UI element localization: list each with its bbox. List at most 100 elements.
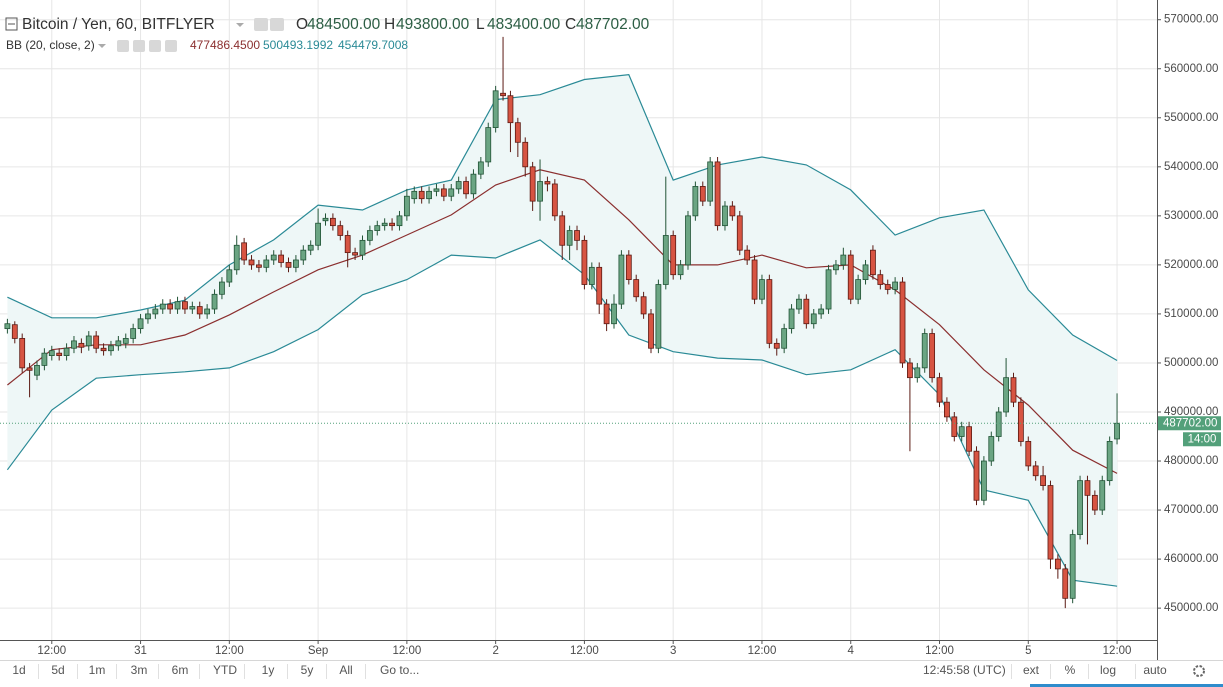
y-tick-label: 570000.00 xyxy=(1164,14,1218,26)
clock: 12:45:58 (UTC) xyxy=(923,663,1006,677)
candle-body xyxy=(833,264,839,271)
candle-body xyxy=(256,264,262,268)
candle-body xyxy=(640,296,647,315)
range-button[interactable]: 5d xyxy=(51,663,64,677)
ohlc-key: O xyxy=(296,16,308,33)
eye-button[interactable] xyxy=(270,18,284,31)
candle-body xyxy=(130,328,137,339)
range-button[interactable]: All xyxy=(339,663,352,677)
indicator-eye[interactable] xyxy=(117,40,129,52)
ohlc-value: 487702.00 xyxy=(576,16,650,33)
candle-body xyxy=(381,222,388,227)
option-button[interactable]: % xyxy=(1065,663,1076,677)
candle-body xyxy=(344,235,351,254)
candle-body xyxy=(359,239,366,256)
candle-body xyxy=(544,181,551,185)
ohlc-value: 483400.00 xyxy=(487,16,561,33)
candle-body xyxy=(219,281,225,295)
collapse-icon[interactable] xyxy=(5,17,18,31)
y-tick-label: 470000.00 xyxy=(1164,504,1218,516)
range-button[interactable]: 5y xyxy=(301,663,314,677)
candle-body xyxy=(625,254,632,280)
candle-body xyxy=(196,306,203,315)
candle-body xyxy=(293,259,299,268)
y-tick-label: 500000.00 xyxy=(1164,357,1218,369)
x-tick-label: 4 xyxy=(848,645,855,657)
candle-body xyxy=(929,333,936,379)
candle-body xyxy=(766,279,773,344)
candle-body xyxy=(337,225,344,236)
indicator-value: 500493.1992 xyxy=(263,38,333,52)
candle-body xyxy=(145,313,151,320)
ohlc-value: 484500.00 xyxy=(307,16,381,33)
range-button[interactable]: 3m xyxy=(131,663,148,677)
candle-body xyxy=(63,347,70,356)
bottom-toolbar: 1d 5d 1m 3m 6m YTD 1y 5y All Go to... 12:45:58 (UT… xyxy=(0,660,1223,687)
candle-body xyxy=(152,308,159,315)
candle-body xyxy=(1010,377,1017,403)
goto-button[interactable]: Go to... xyxy=(380,663,419,677)
candle-body xyxy=(1040,475,1046,486)
indicator-dropdown[interactable] xyxy=(98,44,106,48)
candle-body xyxy=(108,345,114,352)
candle-body xyxy=(1069,534,1076,599)
candle-body xyxy=(662,235,669,285)
candle-body xyxy=(899,281,906,364)
candle-body xyxy=(174,301,181,310)
candle-body xyxy=(714,161,721,227)
indicator-remove[interactable] xyxy=(165,40,177,52)
candle-body xyxy=(699,186,706,202)
y-tick-label: 450000.00 xyxy=(1164,602,1218,614)
indicator-add[interactable] xyxy=(149,40,161,52)
countdown-label: 14:00 xyxy=(1188,433,1217,445)
candle-body xyxy=(980,460,987,501)
band-fill xyxy=(7,74,1118,587)
candle-body xyxy=(1025,441,1032,467)
candle-body xyxy=(581,239,588,285)
settings-gear[interactable] xyxy=(1193,665,1205,677)
ohlc-key: L xyxy=(476,16,485,33)
option-button[interactable]: ext xyxy=(1023,663,1040,677)
candle-body xyxy=(1106,441,1113,482)
candle-body xyxy=(707,161,714,202)
y-tick-label: 550000.00 xyxy=(1164,112,1218,124)
legend-header: Bitcoin / Yen, 60, BITFLYER BB (20, clos… xyxy=(5,16,650,52)
candle-body xyxy=(944,401,950,418)
candle-body xyxy=(41,352,48,366)
candle-body xyxy=(729,205,736,217)
candle-body xyxy=(122,338,129,344)
candle-body xyxy=(870,249,876,276)
candle-body xyxy=(995,411,1002,437)
candle-body xyxy=(433,188,440,192)
candle-body xyxy=(781,328,788,349)
candle-body xyxy=(522,141,529,168)
option-button[interactable]: auto xyxy=(1143,663,1167,677)
candle-body xyxy=(211,293,218,310)
candle-body xyxy=(507,95,514,124)
candle-body xyxy=(1062,568,1069,599)
x-tick-label: 3 xyxy=(670,645,676,657)
candle-body xyxy=(840,254,847,266)
option-button[interactable]: log xyxy=(1100,663,1116,677)
x-tick-label: 12:00 xyxy=(215,645,244,657)
range-button[interactable]: 1m xyxy=(89,663,106,677)
candle-body xyxy=(551,183,558,217)
y-tick-label: 490000.00 xyxy=(1164,406,1218,418)
range-button[interactable]: 6m xyxy=(172,663,189,677)
range-button[interactable]: YTD xyxy=(213,663,237,677)
candle-body xyxy=(204,308,211,315)
y-tick-label: 560000.00 xyxy=(1164,63,1218,75)
range-button[interactable]: 1d xyxy=(12,663,25,677)
candle-body xyxy=(611,303,617,325)
settings-button[interactable] xyxy=(254,18,268,31)
title-dropdown[interactable] xyxy=(236,23,244,27)
candle-body xyxy=(440,188,447,197)
candle-body xyxy=(4,323,11,330)
range-button[interactable]: 1y xyxy=(262,663,275,677)
candle-body xyxy=(492,90,499,128)
indicator-settings[interactable] xyxy=(133,40,145,52)
candle-body xyxy=(396,215,403,227)
y-tick-label: 460000.00 xyxy=(1164,553,1218,565)
candle-body xyxy=(189,306,196,310)
